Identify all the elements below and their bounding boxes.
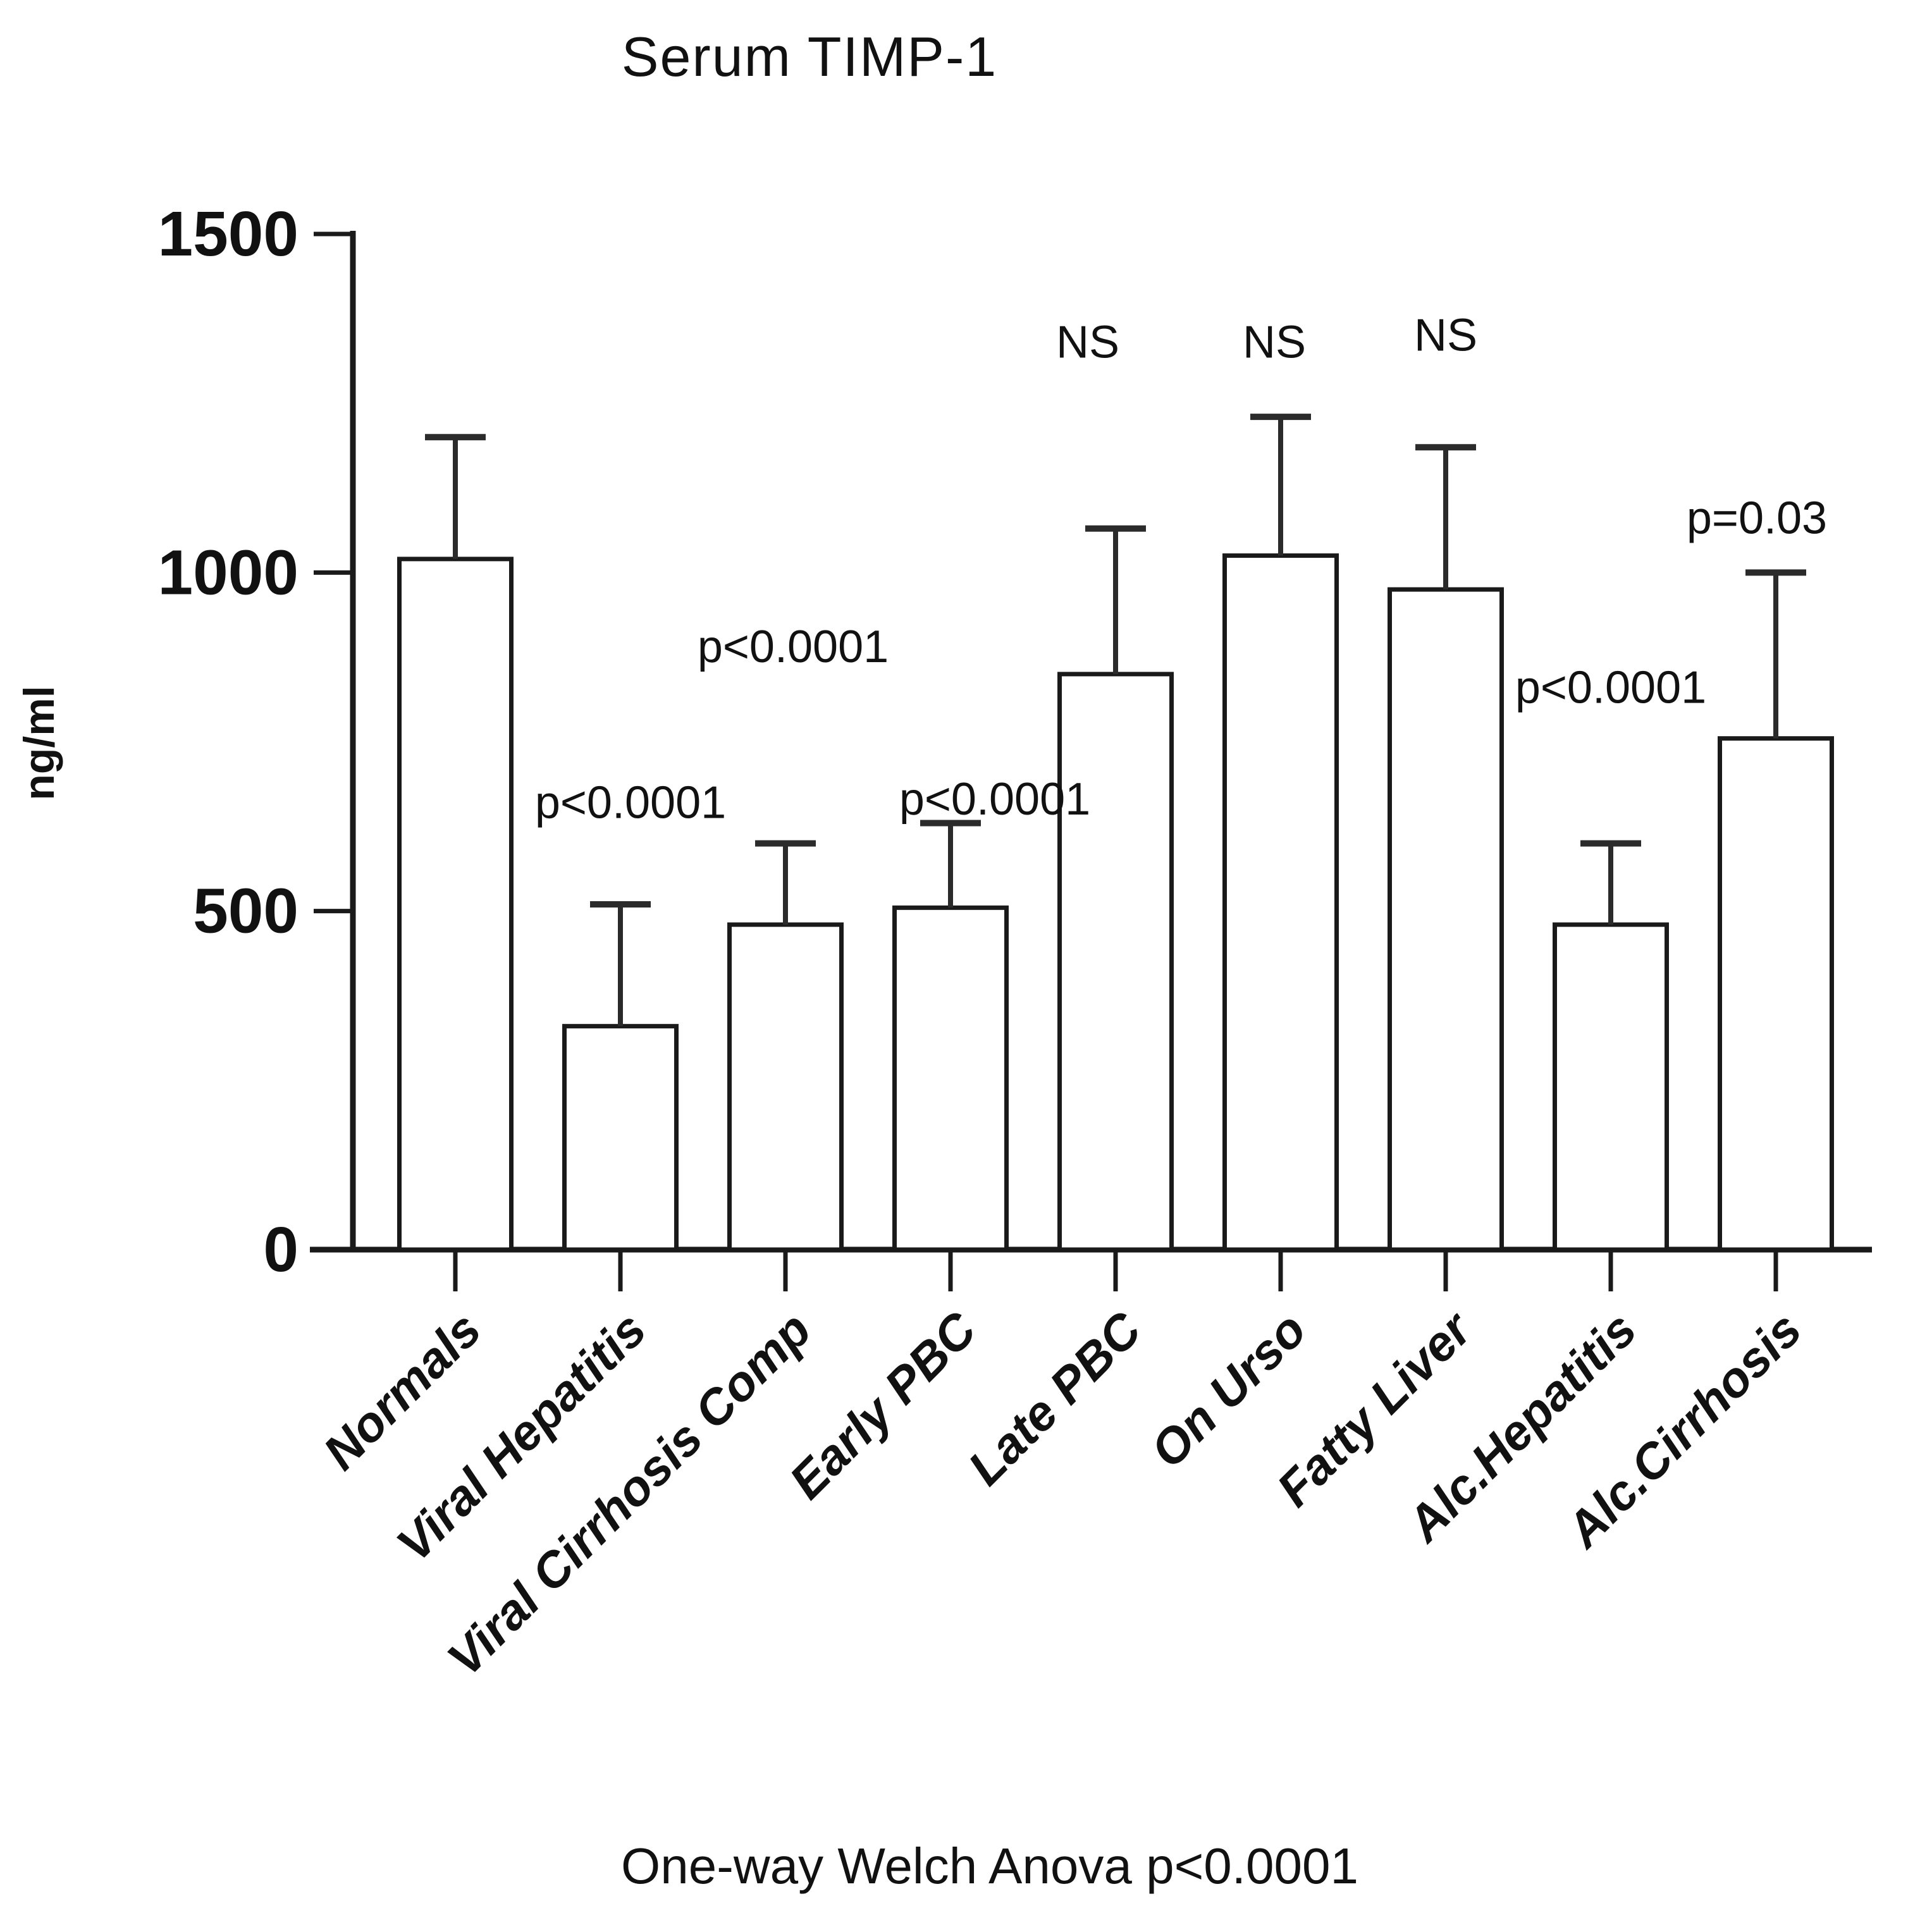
bar xyxy=(1388,587,1504,1252)
significance-label: NS xyxy=(1056,317,1119,367)
bar xyxy=(1718,736,1834,1252)
significance-label: p=0.03 xyxy=(1687,493,1827,544)
y-axis-label: ng/ml xyxy=(15,686,63,800)
significance-label: NS xyxy=(1243,317,1306,367)
bar xyxy=(1222,553,1339,1252)
y-tick-label: 0 xyxy=(263,1214,299,1285)
y-tick-label: 1500 xyxy=(158,199,299,269)
significance-label: p<0.0001 xyxy=(899,774,1090,825)
bar xyxy=(1553,922,1669,1252)
y-tick-label: 500 xyxy=(193,876,299,947)
significance-label: p<0.0001 xyxy=(698,622,889,672)
bar xyxy=(562,1024,679,1252)
bar xyxy=(892,905,1009,1252)
significance-label: p<0.0001 xyxy=(535,777,726,828)
bar xyxy=(1057,672,1174,1252)
significance-label: NS xyxy=(1414,311,1477,361)
chart-title: Serum TIMP-1 xyxy=(622,25,998,88)
significance-label: p<0.0001 xyxy=(1515,662,1706,713)
y-tick-label: 1000 xyxy=(158,537,299,608)
bar xyxy=(397,557,514,1252)
bar xyxy=(727,922,844,1252)
anova-note: One-way Welch Anova p<0.0001 xyxy=(621,1838,1358,1894)
